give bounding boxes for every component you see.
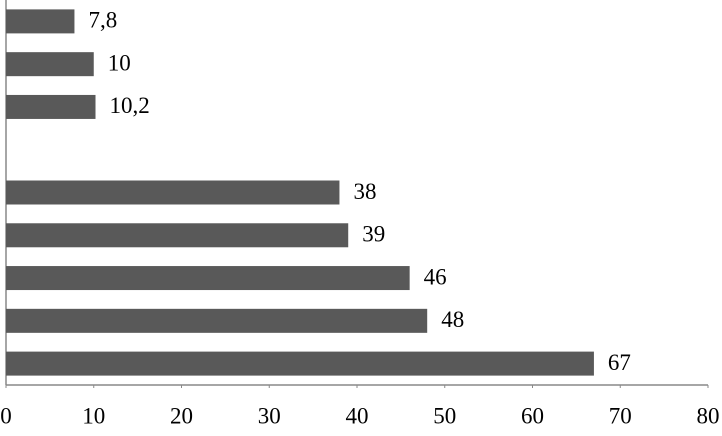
bar bbox=[6, 52, 94, 77]
x-tick-label: 70 bbox=[609, 403, 632, 428]
value-label: 48 bbox=[441, 307, 464, 332]
x-tick-label: 40 bbox=[346, 403, 369, 428]
x-tick-label: 60 bbox=[521, 403, 544, 428]
x-tick-label: 50 bbox=[433, 403, 456, 428]
bar bbox=[6, 266, 410, 291]
bar bbox=[6, 223, 349, 248]
value-label: 7,8 bbox=[88, 8, 117, 33]
bar bbox=[6, 9, 75, 34]
value-label: 46 bbox=[424, 264, 447, 289]
value-label: 10 bbox=[108, 50, 131, 75]
x-tick-label: 30 bbox=[258, 403, 281, 428]
value-label: 38 bbox=[353, 179, 376, 204]
value-label: 67 bbox=[608, 350, 631, 375]
value-label: 39 bbox=[362, 222, 385, 247]
value-label: 10,2 bbox=[110, 93, 150, 118]
bar bbox=[6, 308, 428, 333]
x-tick-label: 20 bbox=[170, 403, 193, 428]
bar bbox=[6, 351, 594, 376]
x-tick-label: 80 bbox=[697, 403, 720, 428]
x-tick-label: 0 bbox=[0, 403, 12, 428]
bar bbox=[6, 94, 96, 119]
x-tick-label: 10 bbox=[82, 403, 105, 428]
bar bbox=[6, 180, 340, 205]
